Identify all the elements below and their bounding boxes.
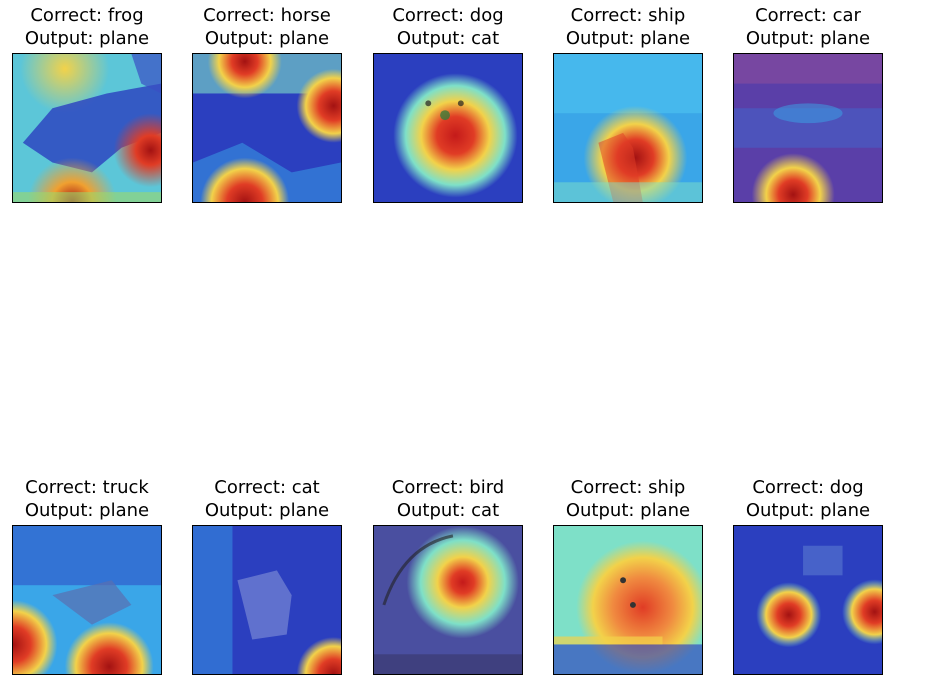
correct-label: Correct: cat — [214, 477, 320, 498]
output-label: Output: plane — [565, 500, 691, 521]
panel-caption: Correct: bird Output: cat — [348, 476, 548, 522]
output-label: Output: plane — [24, 28, 150, 49]
heatmap-image — [12, 525, 162, 675]
correct-label: Correct: dog — [752, 477, 864, 498]
panel-caption: Correct: cat Output: plane — [167, 476, 367, 522]
heatmap-image — [553, 53, 703, 203]
heatmap-image — [12, 53, 162, 203]
panel-caption: Correct: truck Output: plane — [0, 476, 187, 522]
correct-label: Correct: frog — [30, 5, 144, 26]
output-label: Output: cat — [396, 28, 500, 49]
heatmap-image — [192, 525, 342, 675]
correct-label: Correct: dog — [392, 5, 504, 26]
correct-label: Correct: bird — [391, 477, 505, 498]
output-label: Output: plane — [745, 500, 871, 521]
correct-label: Correct: ship — [570, 477, 686, 498]
correct-label: Correct: ship — [570, 5, 686, 26]
panel-caption: Correct: car Output: plane — [708, 4, 908, 50]
heatmap-image — [373, 53, 523, 203]
panel-caption: Correct: frog Output: plane — [0, 4, 187, 50]
output-label: Output: plane — [565, 28, 691, 49]
correct-label: Correct: truck — [25, 477, 149, 498]
correct-label: Correct: horse — [203, 5, 331, 26]
output-label: Output: plane — [204, 500, 330, 521]
heatmap-image — [553, 525, 703, 675]
panel-caption: Correct: dog Output: plane — [708, 476, 908, 522]
heatmap-image — [733, 525, 883, 675]
output-label: Output: plane — [204, 28, 330, 49]
heatmap-image — [373, 525, 523, 675]
output-label: Output: plane — [24, 500, 150, 521]
panel-caption: Correct: dog Output: cat — [348, 4, 548, 50]
correct-label: Correct: car — [755, 5, 861, 26]
panel-caption: Correct: ship Output: plane — [528, 476, 728, 522]
output-label: Output: cat — [396, 500, 500, 521]
output-label: Output: plane — [745, 28, 871, 49]
heatmap-image — [192, 53, 342, 203]
heatmap-image — [733, 53, 883, 203]
panel-caption: Correct: horse Output: plane — [167, 4, 367, 50]
panel-caption: Correct: ship Output: plane — [528, 4, 728, 50]
